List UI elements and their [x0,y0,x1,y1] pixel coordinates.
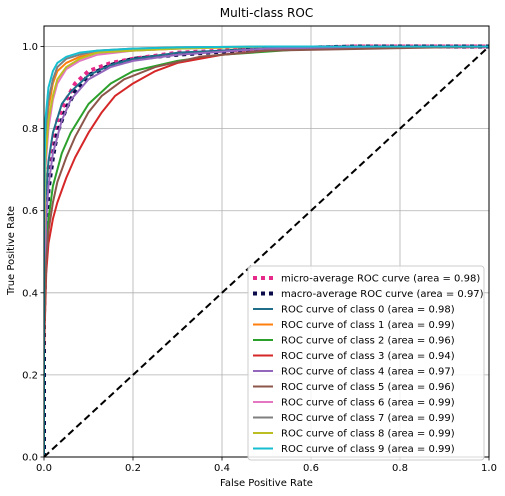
y-axis-label: True Positive Rate [6,206,17,296]
legend: micro-average ROC curve (area = 0.98) mac… [247,265,485,461]
y-tick-label: 0.6 [22,206,38,217]
y-tick-label: 0.2 [22,370,38,381]
legend-entry-label: ROC curve of class 4 (area = 0.97) [281,367,455,378]
grid-lines [43,26,490,458]
x-tick-label: 0.8 [392,463,408,474]
series-line-11 [44,45,489,457]
legend-entry-label: ROC curve of class 8 (area = 0.99) [281,429,455,440]
chart-title: Multi-class ROC [220,6,313,20]
x-tick-label: 0.6 [303,463,319,474]
x-axis-label: False Positive Rate [220,478,313,489]
legend-entry-label: ROC curve of class 7 (area = 0.99) [281,413,455,424]
y-tick-label: 1.0 [22,42,38,53]
y-tick-label: 0.8 [22,124,38,135]
legend-entry-label: ROC curve of class 9 (area = 0.99) [281,444,455,455]
axis-ticks: 0.0 0.2 0.4 0.6 0.8 1.0 0.0 0.2 0.4 0.6 0.8 1.0 [22,42,497,474]
legend-entry-label: ROC curve of class 0 (area = 0.98) [281,305,455,316]
series-line-6 [44,45,489,457]
x-tick-label: 0.2 [125,463,141,474]
legend-entry-label: ROC curve of class 1 (area = 0.99) [281,320,455,331]
y-tick-label: 0.0 [22,453,38,464]
chance-diagonal-line [44,45,489,457]
series-line-7 [44,45,489,457]
series-line-1 [44,44,489,457]
plot-series-group [44,44,489,457]
y-tick-label: 0.4 [22,288,38,299]
legend-entry-label: ROC curve of class 3 (area = 0.94) [281,351,455,362]
legend-entry-label: ROC curve of class 6 (area = 0.99) [281,398,455,409]
legend-entry-label: ROC curve of class 2 (area = 0.96) [281,336,455,347]
legend-box [247,265,485,461]
x-tick-label: 1.0 [481,463,497,474]
legend-entry-label: ROC curve of class 5 (area = 0.96) [281,382,455,393]
legend-entry-label: micro-average ROC curve (area = 0.98) [281,274,480,285]
legend-entry-label: macro-average ROC curve (area = 0.97) [281,289,484,300]
x-tick-label: 0.0 [36,463,52,474]
x-tick-label: 0.4 [214,463,230,474]
